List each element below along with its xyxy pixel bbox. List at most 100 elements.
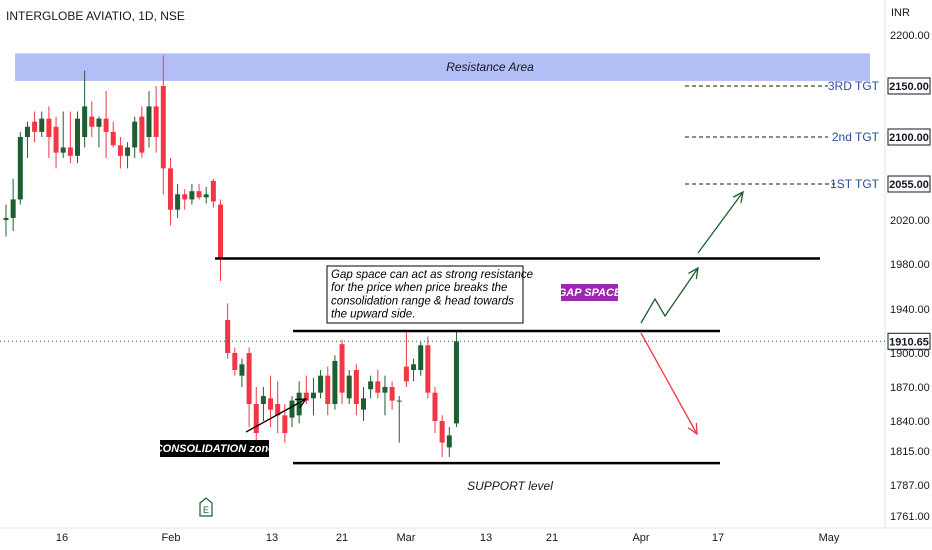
candle[interactable] xyxy=(17,131,23,205)
candle[interactable] xyxy=(67,111,73,164)
y-axis-tick: 1900.00 xyxy=(890,348,930,360)
candle[interactable] xyxy=(325,366,331,416)
candle-body xyxy=(275,404,281,416)
candle[interactable] xyxy=(411,358,417,382)
candle[interactable] xyxy=(439,415,445,458)
y-axis-tick: 1980.00 xyxy=(890,259,930,271)
candle-body xyxy=(289,400,295,418)
candle[interactable] xyxy=(117,137,123,169)
candle[interactable] xyxy=(275,381,281,433)
candle[interactable] xyxy=(32,111,38,143)
candle[interactable] xyxy=(396,396,402,443)
candle-body xyxy=(382,387,388,393)
chart-symbol-title: INTERGLOBE AVIATIO, 1D, NSE xyxy=(6,9,185,23)
candle[interactable] xyxy=(82,70,88,148)
candle-body xyxy=(439,421,445,443)
candle[interactable] xyxy=(203,187,209,204)
breakout-zigzag-arrow[interactable] xyxy=(640,267,699,324)
breakdown-arrow-head xyxy=(687,422,698,436)
candle[interactable] xyxy=(225,303,231,359)
candle[interactable] xyxy=(10,178,16,231)
earnings-icon[interactable]: E xyxy=(199,497,213,517)
candle[interactable] xyxy=(382,375,388,416)
candle[interactable] xyxy=(103,91,109,158)
candle[interactable] xyxy=(75,111,80,164)
candle[interactable] xyxy=(182,189,188,210)
candle-body xyxy=(196,191,202,198)
candle-body xyxy=(167,168,173,210)
consolidation-label: CONSOLIDATION zone xyxy=(155,443,275,455)
candle[interactable] xyxy=(3,204,9,237)
candle[interactable] xyxy=(196,184,202,200)
candle[interactable] xyxy=(260,387,266,421)
candle[interactable] xyxy=(167,157,173,226)
candle[interactable] xyxy=(46,106,52,158)
gap-space-badge[interactable]: GAP SPACE xyxy=(558,284,622,301)
candle[interactable] xyxy=(289,396,295,427)
candle[interactable] xyxy=(139,106,145,158)
candle[interactable] xyxy=(218,199,223,281)
price-tag-value: 2100.00 xyxy=(889,132,929,144)
candle-body xyxy=(260,396,266,404)
consolidation-arrow[interactable] xyxy=(245,398,307,433)
resistance-area-zone[interactable] xyxy=(15,53,870,81)
candle[interactable] xyxy=(361,387,366,421)
candle[interactable] xyxy=(403,331,409,387)
candle[interactable] xyxy=(53,116,59,169)
candle-body xyxy=(203,194,209,198)
candle[interactable] xyxy=(146,91,152,148)
x-axis-tick: Feb xyxy=(162,532,181,544)
candle[interactable] xyxy=(432,387,438,433)
price-tag-value: 2055.00 xyxy=(889,179,929,191)
candle[interactable] xyxy=(453,331,459,427)
candle[interactable] xyxy=(24,121,30,158)
candle[interactable] xyxy=(160,55,166,195)
candle-body xyxy=(53,126,59,153)
candle-body xyxy=(389,387,395,401)
breakdown-arrow[interactable] xyxy=(640,332,698,435)
candle[interactable] xyxy=(246,347,252,428)
candle-body xyxy=(210,180,216,202)
candle[interactable] xyxy=(310,377,316,416)
candle[interactable] xyxy=(210,178,216,208)
candle[interactable] xyxy=(353,364,359,416)
candle-body xyxy=(139,116,145,153)
candle[interactable] xyxy=(318,370,324,399)
candle-body xyxy=(160,86,166,169)
candle[interactable] xyxy=(239,358,245,387)
y-axis-tick: 1940.00 xyxy=(890,304,930,316)
candle-body xyxy=(32,121,38,132)
consolidation-badge[interactable]: CONSOLIDATION zone xyxy=(155,440,275,457)
gap-note-box[interactable]: Gap space can act as strong resistancefo… xyxy=(326,265,533,324)
candle[interactable] xyxy=(96,116,102,148)
candle[interactable] xyxy=(375,370,381,399)
candle[interactable] xyxy=(446,427,452,458)
candle[interactable] xyxy=(39,111,45,138)
candle[interactable] xyxy=(153,86,159,153)
candle[interactable] xyxy=(346,370,352,404)
candle[interactable] xyxy=(60,111,66,158)
candle[interactable] xyxy=(175,184,181,218)
candle[interactable] xyxy=(389,381,395,410)
candle[interactable] xyxy=(418,342,424,376)
candle[interactable] xyxy=(110,121,116,148)
candle[interactable] xyxy=(189,184,195,205)
candle-body xyxy=(117,145,123,156)
candle[interactable] xyxy=(89,101,95,137)
candle[interactable] xyxy=(253,387,259,443)
candle[interactable] xyxy=(332,355,338,410)
y-axis-tick: 1840.00 xyxy=(890,416,930,428)
candle-body xyxy=(125,147,131,156)
candle[interactable] xyxy=(232,347,238,376)
candle-body xyxy=(432,392,438,421)
target-arrow[interactable] xyxy=(697,191,744,254)
candle-body xyxy=(411,364,417,370)
candle[interactable] xyxy=(368,375,374,399)
candle[interactable] xyxy=(425,336,431,399)
candle[interactable] xyxy=(339,339,345,404)
candle[interactable] xyxy=(125,142,131,169)
candle-body xyxy=(396,400,402,402)
candle[interactable] xyxy=(132,116,138,158)
